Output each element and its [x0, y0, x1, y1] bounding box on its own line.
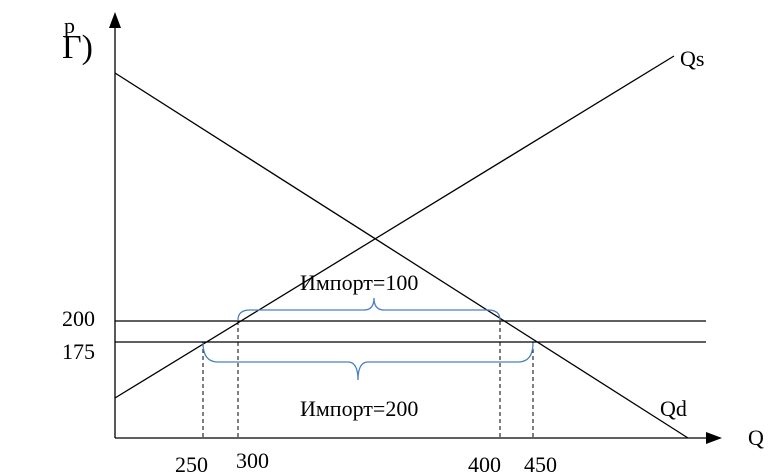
quantity-label-250: 250 [175, 452, 208, 476]
y-axis-arrow [109, 12, 121, 28]
supply-curve [114, 55, 675, 399]
x-axis-arrow [706, 432, 722, 444]
import-100-brace [237, 297, 501, 321]
y-axis-label: p [64, 13, 75, 38]
x-axis-label: Q [748, 425, 764, 450]
supply-label: Qs [680, 46, 704, 71]
import-100-label: Импорт=100 [300, 270, 418, 295]
quantity-label-300: 300 [236, 448, 269, 473]
import-200-label: Импорт=200 [300, 396, 418, 421]
price-label-175: 175 [62, 339, 95, 364]
demand-curve [114, 72, 689, 439]
demand-label: Qd [660, 396, 687, 421]
price-label-200: 200 [62, 306, 95, 331]
quantity-label-400: 400 [468, 452, 501, 476]
part-label: Г) [62, 29, 93, 66]
quantity-label-450: 450 [524, 452, 557, 476]
import-200-brace [202, 342, 534, 381]
